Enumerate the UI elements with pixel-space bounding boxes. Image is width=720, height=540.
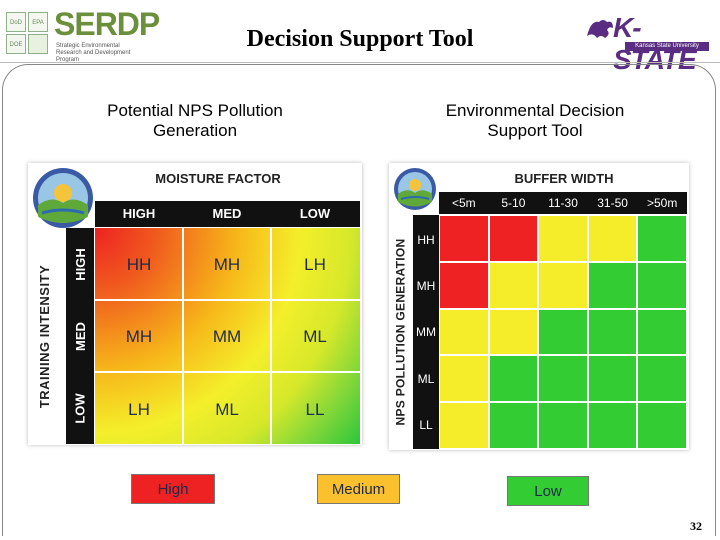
kstate-subtitle: Kansas State University	[625, 42, 709, 51]
cell-mh: MH	[213, 255, 241, 274]
intensity-row-low: LOW	[72, 392, 88, 424]
landscape-emblem-icon	[32, 167, 94, 229]
buffer-header-bar	[439, 192, 687, 214]
buffer-width-label: BUFFER WIDTH	[514, 171, 614, 186]
buffer-cell-medium	[488, 308, 539, 356]
agency-logo-blank	[28, 34, 48, 54]
buffer-col: >50m	[647, 196, 678, 210]
nps-generation-label: NPS POLLUTION GENERATION	[393, 238, 408, 426]
training-intensity-label: TRAINING INTENSITY	[37, 264, 53, 408]
grid-divider	[182, 228, 184, 444]
wildcat-icon	[587, 20, 613, 38]
buffer-cell-low	[637, 355, 687, 403]
page-title: Decision Support Tool	[246, 26, 474, 52]
generation-row: ML	[417, 372, 435, 386]
cell-lh: LH	[128, 400, 150, 419]
generation-row: LL	[419, 418, 433, 432]
grid-divider	[95, 371, 360, 373]
cell-hh: HH	[126, 255, 152, 274]
generation-row: MH	[416, 279, 436, 293]
generation-row: HH	[417, 233, 435, 247]
cell-mh: MH	[125, 327, 153, 346]
serdp-wordmark: SERDP	[54, 6, 160, 42]
buffer-cell-low	[538, 308, 588, 356]
moisture-col-med: MED	[212, 206, 242, 221]
cell-lh: LH	[304, 255, 326, 274]
right-panel-title: Environmental Decision Support Tool	[445, 101, 625, 140]
legend-medium: Medium	[317, 474, 400, 504]
buffer-cell-low	[488, 402, 539, 449]
buffer-cell-medium	[439, 355, 489, 403]
legend-low: Low	[507, 476, 589, 506]
moisture-col-high: HIGH	[122, 206, 156, 221]
intensity-header-bar	[66, 228, 94, 444]
grid-divider	[270, 228, 272, 444]
buffer-cell-low	[637, 215, 687, 262]
buffer-decision-matrix: BUFFER WIDTH <5m 5-10 11-30 31-50 >50m N…	[389, 163, 689, 450]
epa-logo: EPA	[28, 12, 48, 32]
cell-ml: ML	[303, 327, 327, 346]
buffer-cell-low	[637, 261, 687, 309]
moisture-header-bar	[95, 201, 360, 227]
buffer-cell-medium	[439, 308, 489, 356]
landscape-emblem-icon	[393, 167, 437, 211]
moisture-col-low: LOW	[299, 206, 331, 221]
training-moisture-matrix: MOISTURE FACTOR HIGH MED LOW TRAINING IN…	[28, 163, 362, 445]
gradient-grid	[95, 228, 360, 444]
buffer-cell-medium	[488, 261, 539, 309]
buffer-cell-medium	[587, 215, 638, 262]
serdp-logo: DoD EPA DOE SERDP Strategic Environmenta…	[4, 6, 160, 63]
buffer-cell-low	[587, 261, 638, 309]
serdp-subtitle: Strategic Environmental Research and Dev…	[56, 43, 131, 63]
cell-ll: LL	[305, 400, 325, 419]
buffer-cell-high	[439, 215, 489, 262]
buffer-cell-low	[637, 308, 687, 356]
buffer-cell-low	[538, 402, 588, 449]
kstate-logo: K-STATE Kansas State University	[585, 12, 715, 75]
buffer-cell-low	[488, 355, 539, 403]
grid-divider	[95, 299, 360, 301]
left-panel-title: Potential NPS Pollution Generation	[107, 101, 283, 140]
buffer-cell-high	[488, 215, 539, 262]
buffer-cell-high	[439, 261, 489, 309]
buffer-col: <5m	[451, 196, 476, 210]
generation-header-bar	[413, 215, 439, 449]
header-divider	[0, 62, 720, 63]
cell-ml: ML	[215, 400, 239, 419]
intensity-row-med: MED	[72, 321, 88, 351]
agency-logos: DoD EPA DOE	[4, 8, 50, 58]
slide-number: 32	[690, 519, 702, 533]
intensity-row-high: HIGH	[72, 247, 88, 281]
doe-logo: DOE	[6, 34, 26, 54]
buffer-cell-low	[587, 308, 638, 356]
buffer-cell-medium	[538, 215, 588, 262]
buffer-col: 31-50	[597, 196, 628, 210]
dod-logo: DoD	[6, 12, 26, 32]
buffer-cell-low	[538, 355, 588, 403]
generation-row: MM	[416, 325, 436, 339]
buffer-col: 5-10	[501, 196, 526, 210]
buffer-cell-low	[637, 402, 687, 449]
cell-mm: MM	[212, 327, 242, 346]
buffer-cell-medium	[538, 261, 588, 309]
moisture-factor-label: MOISTURE FACTOR	[155, 171, 281, 186]
buffer-cell-low	[587, 355, 638, 403]
legend-high: High	[131, 474, 215, 504]
slide-frame	[2, 64, 716, 536]
buffer-col: 11-30	[548, 196, 578, 210]
buffer-cell-medium	[439, 402, 489, 449]
buffer-cell-low	[587, 402, 638, 449]
